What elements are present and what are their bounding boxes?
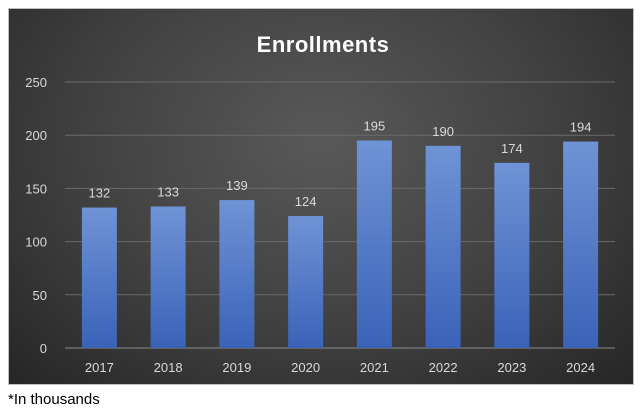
bar-2021 — [356, 140, 392, 348]
x-tick-label-2022: 2022 — [429, 360, 458, 375]
x-axis-ticks: 2017 2018 2019 2020 2021 2022 2023 2024 — [85, 360, 595, 375]
y-tick-label: 250 — [25, 75, 47, 90]
bar-2022 — [425, 145, 461, 348]
chart-panel: Enrollments 0 50 100 150 200 250 132 133 139 124… — [8, 8, 634, 385]
chart-title: Enrollments — [257, 32, 390, 57]
bars — [81, 140, 599, 348]
y-tick-label: 100 — [25, 235, 47, 250]
chart-svg: Enrollments 0 50 100 150 200 250 132 133 139 124… — [25, 32, 615, 375]
data-label-2017: 132 — [89, 186, 111, 201]
y-axis-ticks: 0 50 100 150 200 250 — [25, 75, 47, 356]
bar-2024 — [563, 141, 599, 348]
y-tick-label: 50 — [33, 288, 47, 303]
y-tick-label: 200 — [25, 128, 47, 143]
data-label-2021: 195 — [364, 119, 386, 134]
bar-2017 — [81, 207, 117, 348]
bar-2023 — [494, 162, 530, 348]
footnote: *In thousands — [8, 391, 100, 408]
x-tick-label-2024: 2024 — [566, 360, 595, 375]
x-tick-label-2021: 2021 — [360, 360, 389, 375]
gridlines — [65, 81, 615, 349]
data-label-2024: 194 — [570, 120, 592, 135]
x-tick-label-2017: 2017 — [85, 360, 114, 375]
y-tick-label: 150 — [25, 181, 47, 196]
bar-2019 — [219, 200, 255, 348]
bar-2018 — [150, 206, 186, 348]
data-label-2019: 139 — [226, 178, 248, 193]
x-tick-label-2023: 2023 — [497, 360, 526, 375]
data-labels: 132 133 139 124 195 190 174 194 — [89, 119, 592, 210]
x-tick-label-2019: 2019 — [222, 360, 251, 375]
data-label-2018: 133 — [157, 184, 179, 199]
data-label-2023: 174 — [501, 141, 523, 156]
y-tick-label: 0 — [40, 341, 47, 356]
x-tick-label-2020: 2020 — [291, 360, 320, 375]
bar-2020 — [288, 216, 324, 348]
data-label-2022: 190 — [432, 124, 454, 139]
x-tick-label-2018: 2018 — [154, 360, 183, 375]
data-label-2020: 124 — [295, 194, 317, 209]
